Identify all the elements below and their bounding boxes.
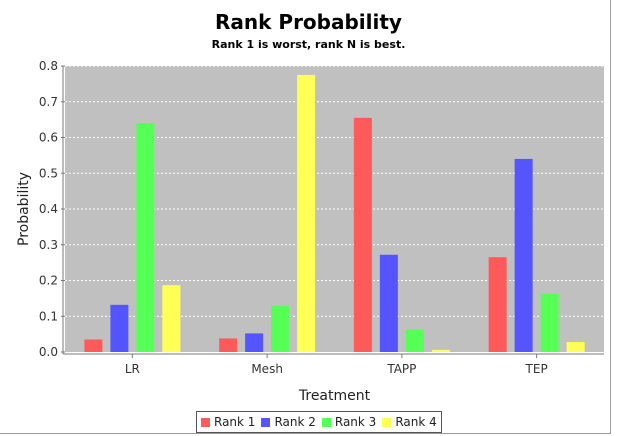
y-tick-label: 0.3 xyxy=(39,238,58,252)
bar-rank-2-mesh xyxy=(245,333,264,352)
bar-rank-4-mesh xyxy=(297,74,316,352)
x-tick-label: LR xyxy=(125,362,140,376)
axes: 0.0 0.1 0.2 0.3 0.4 0.5 0.6 0.7 0.8 LR Mesh TAPP TEP xyxy=(39,59,604,376)
bar-rank-2-tep xyxy=(514,158,533,352)
bar-rank-2-lr xyxy=(110,304,129,352)
x-tick-label: TEP xyxy=(525,362,548,376)
legend-label: Rank 3 xyxy=(334,415,377,429)
chart-area: 0.0 0.1 0.2 0.3 0.4 0.5 0.6 0.7 0.8 LR Mesh TAPP TEP… xyxy=(16,59,604,404)
bar-rank-3-mesh xyxy=(271,305,290,352)
bar-rank-3-tapp xyxy=(405,329,424,352)
bar-rank-3-tep xyxy=(540,293,559,352)
y-tick-label: 0.4 xyxy=(39,202,58,216)
y-tick-label: 0.7 xyxy=(39,95,58,109)
y-tick-label: 0.2 xyxy=(39,274,58,288)
x-axis-title: Treatment xyxy=(298,388,371,404)
y-tick-label: 0.5 xyxy=(39,166,58,180)
bar-rank-1-tep xyxy=(488,257,507,352)
legend-item-rank-3: Rank 3 xyxy=(321,415,377,429)
bar-rank-2-tapp xyxy=(379,254,398,352)
bars xyxy=(84,74,585,353)
legend-item-rank-1: Rank 1 xyxy=(201,415,255,429)
gridlines xyxy=(65,65,604,317)
bar-rank-1-lr xyxy=(84,339,103,352)
x-tick-label: Mesh xyxy=(251,362,283,376)
legend-label: Rank 1 xyxy=(214,415,256,429)
legend-item-rank-4: Rank 4 xyxy=(382,415,437,429)
bar-rank-1-tapp xyxy=(353,117,372,353)
y-tick-label: 0.8 xyxy=(39,59,58,73)
y-tick-label: 0.1 xyxy=(39,309,58,323)
legend: Rank 1 Rank 2 Rank 3 Rank 4 xyxy=(196,411,442,433)
y-axis-title: Probability xyxy=(16,172,32,246)
chart-subtitle: Rank 1 is worst, rank N is best. xyxy=(211,38,406,51)
y-tick-label: 0.0 xyxy=(39,345,58,359)
legend-swatch xyxy=(382,417,392,427)
bar-rank-4-lr xyxy=(162,285,181,352)
chart-title: Rank Probability xyxy=(215,10,402,34)
legend-item-rank-2: Rank 2 xyxy=(261,415,316,429)
legend-label: Rank 4 xyxy=(395,415,437,429)
x-tick-label: TAPP xyxy=(386,362,416,376)
bar-rank-4-tapp xyxy=(431,349,450,352)
legend-swatch xyxy=(321,417,331,427)
bar-rank-3-lr xyxy=(136,123,155,352)
legend-label: Rank 2 xyxy=(274,415,316,429)
bar-rank-4-tep xyxy=(566,341,585,352)
legend-swatch xyxy=(201,417,210,427)
y-tick-label: 0.6 xyxy=(39,131,58,145)
bar-rank-1-mesh xyxy=(219,338,238,352)
legend-swatch xyxy=(261,417,271,427)
